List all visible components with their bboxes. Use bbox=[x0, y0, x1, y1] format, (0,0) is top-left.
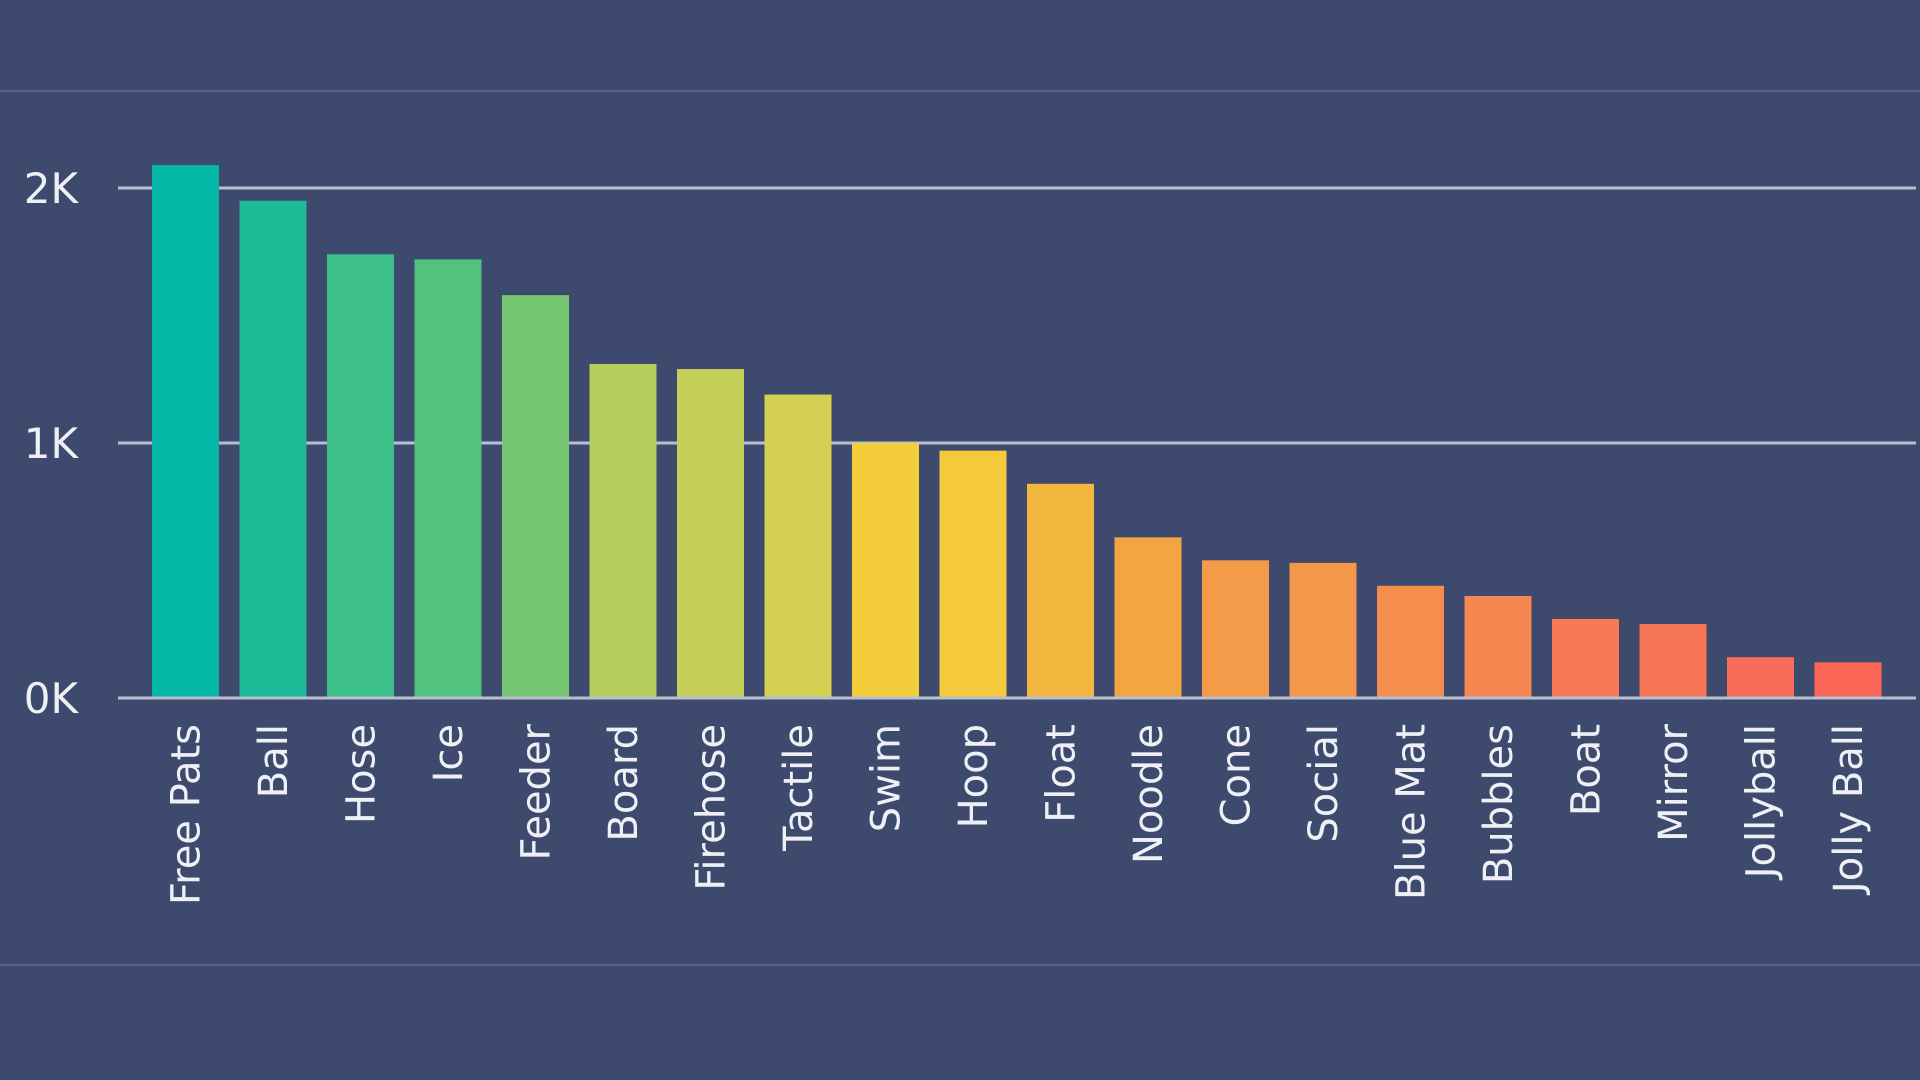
bar bbox=[1552, 618, 1619, 697]
x-tick-label: Firehose bbox=[689, 724, 735, 891]
bar bbox=[939, 450, 1007, 697]
bar bbox=[1114, 537, 1182, 697]
bar bbox=[1727, 657, 1794, 697]
bar bbox=[1202, 560, 1269, 697]
y-tick-label: 0K bbox=[24, 674, 80, 723]
x-tick-label: Bubbles bbox=[1476, 724, 1522, 884]
bar bbox=[1464, 596, 1532, 697]
x-tick-label: Feeder bbox=[514, 723, 560, 860]
x-tick-label: Swim bbox=[864, 724, 910, 832]
x-tick-label: Ball bbox=[251, 724, 297, 798]
x-tick-label: Hose bbox=[339, 724, 385, 824]
x-tick-label: Noodle bbox=[1126, 724, 1172, 864]
x-tick-label: Mirror bbox=[1651, 723, 1697, 841]
x-tick-label: Jolly Ball bbox=[1826, 724, 1872, 896]
bar bbox=[1377, 585, 1444, 697]
bar bbox=[852, 443, 919, 697]
x-tick-label: Board bbox=[601, 724, 647, 842]
y-tick-label: 1K bbox=[24, 419, 80, 468]
top-divider bbox=[0, 90, 1920, 92]
bar bbox=[152, 165, 219, 697]
bottom-divider bbox=[0, 964, 1920, 966]
bar bbox=[1639, 624, 1707, 697]
bar bbox=[764, 394, 832, 697]
x-tick-label: Boat bbox=[1564, 724, 1610, 816]
x-tick-label: Jollyball bbox=[1739, 724, 1785, 881]
bar bbox=[327, 254, 394, 697]
bar bbox=[502, 295, 569, 697]
x-tick-label: Ice bbox=[426, 724, 472, 782]
x-tick-label: Free Pats bbox=[164, 724, 210, 905]
x-tick-label: Hoop bbox=[951, 724, 997, 828]
bar bbox=[1814, 662, 1882, 697]
x-tick-label: Social bbox=[1301, 724, 1347, 843]
x-tick-label: Float bbox=[1039, 724, 1085, 823]
bar bbox=[414, 259, 482, 697]
bar bbox=[677, 369, 744, 697]
x-tick-label: Blue Mat bbox=[1389, 724, 1435, 900]
x-tick-label: Tactile bbox=[776, 724, 822, 852]
x-tick-label: Cone bbox=[1214, 724, 1260, 826]
bar bbox=[1289, 562, 1357, 697]
bar bbox=[1027, 483, 1094, 697]
bar bbox=[239, 200, 307, 697]
bar bbox=[589, 363, 657, 697]
y-tick-label: 2K bbox=[24, 164, 80, 213]
